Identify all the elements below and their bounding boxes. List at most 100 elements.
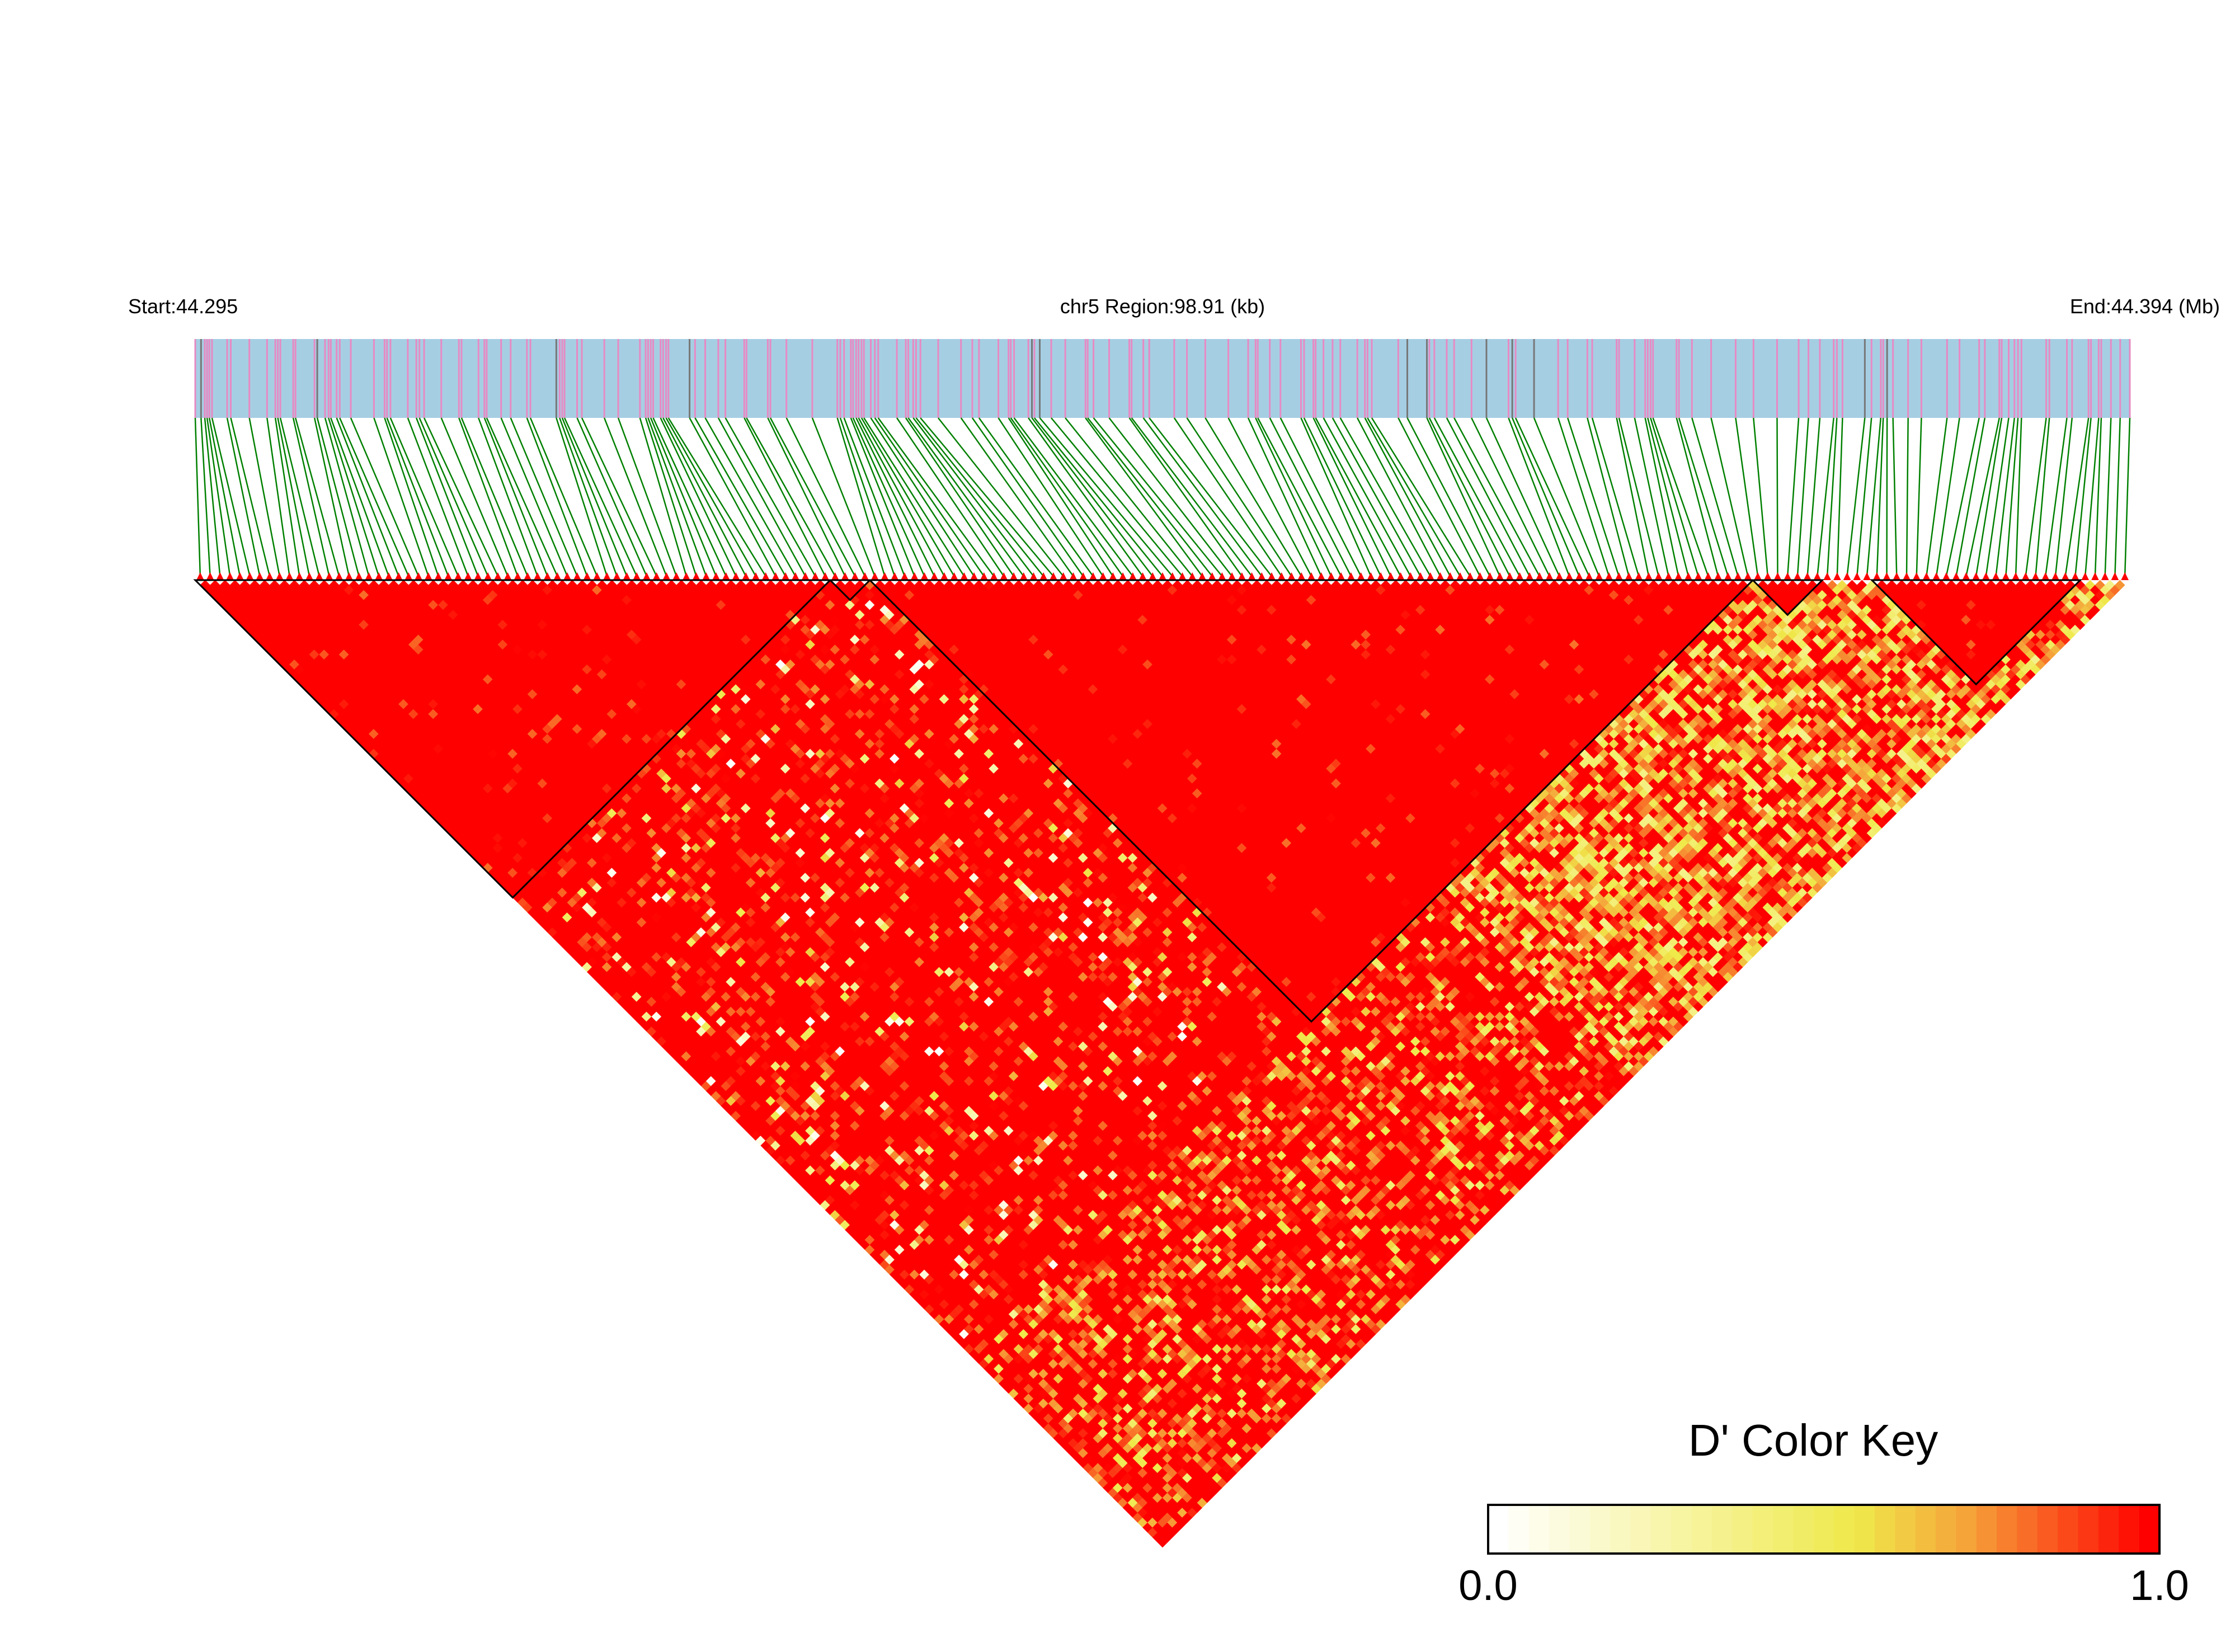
ld-cell: [1058, 1398, 1069, 1409]
snp-connector-line: [2094, 417, 2102, 577]
ld-cell: [1018, 1358, 1029, 1369]
ld-cell: [646, 986, 657, 997]
ld-cell: [631, 981, 642, 992]
snp-marker: [1585, 572, 1593, 580]
snp-marker: [1952, 572, 1960, 580]
ld-cell: [949, 1289, 959, 1300]
snp-connector-line: [2054, 417, 2073, 577]
snp-connector-line: [907, 417, 1024, 577]
ld-cell: [914, 1264, 925, 1275]
ld-cell: [497, 877, 508, 888]
ld-cell: [577, 917, 587, 928]
snp-marker: [504, 572, 512, 580]
snp-marker: [1218, 572, 1226, 580]
snp-marker: [861, 572, 869, 580]
ld-cell: [1018, 1388, 1029, 1399]
ld-cell: [512, 853, 523, 863]
ld-cell: [329, 689, 340, 700]
ld-cell: [532, 912, 543, 923]
ld-cell: [478, 827, 488, 839]
snp-connector-line: [1616, 417, 1650, 577]
snp-connector-line: [1142, 417, 1263, 577]
ld-cell: [314, 684, 324, 695]
snp-marker: [1685, 572, 1692, 580]
snp-connector-line: [1926, 417, 1948, 577]
ld-cell: [229, 590, 241, 600]
ld-cell: [532, 892, 543, 903]
snp-marker: [226, 572, 234, 580]
ld-cell: [349, 689, 359, 700]
ld-cell: [651, 1001, 662, 1012]
ld-cell: [1132, 1512, 1143, 1523]
ld-cell: [1038, 1418, 1049, 1429]
snp-connector-line: [1735, 417, 1759, 577]
snp-marker: [494, 572, 502, 580]
ld-cell: [894, 1254, 905, 1265]
snp-marker: [2091, 572, 2099, 580]
ld-cell: [364, 704, 374, 714]
ld-cell: [874, 1244, 885, 1255]
snp-marker: [1029, 572, 1038, 580]
snp-connector-line: [2074, 417, 2092, 577]
snp-connector-line: [1955, 417, 1986, 577]
snp-marker: [2041, 572, 2050, 580]
snp-connector-line: [1856, 417, 1872, 577]
snp-marker: [1099, 572, 1107, 580]
ld-cell: [423, 803, 434, 814]
ld-cell: [1003, 1383, 1014, 1394]
snp-connector-line: [510, 417, 578, 577]
snp-connector-line: [1985, 417, 2010, 577]
ld-cell: [517, 867, 528, 878]
ld-cell: [1018, 1368, 1029, 1379]
ld-cell: [631, 972, 642, 982]
snp-marker: [1307, 572, 1315, 580]
snp-connector-line: [1846, 417, 1866, 577]
ld-cell: [517, 858, 528, 868]
snp-connector-line: [373, 417, 429, 577]
snp-connector-line: [1065, 417, 1193, 577]
snp-marker: [593, 572, 601, 580]
ld-cell: [984, 1344, 994, 1354]
ld-cell: [517, 877, 528, 888]
snp-connector-line: [1591, 417, 1640, 577]
snp-connector-line: [1485, 417, 1560, 577]
snp-marker: [404, 572, 413, 580]
ld-cell: [929, 1309, 940, 1320]
ld-cell: [929, 1289, 940, 1300]
snp-marker: [901, 572, 909, 580]
ld-cell: [517, 897, 528, 908]
ld-cell: [463, 803, 473, 814]
snp-marker: [1724, 572, 1732, 580]
snp-connector-line: [316, 417, 360, 577]
ld-cell: [909, 1259, 920, 1270]
snp-marker: [761, 572, 770, 580]
ld-cell: [438, 768, 449, 779]
snp-marker: [970, 572, 978, 580]
snp-marker: [771, 572, 780, 580]
snp-connector-line: [2064, 417, 2090, 577]
ld-cell: [1023, 1403, 1034, 1414]
ld-cell: [840, 1180, 850, 1190]
ld-cells: [200, 580, 2125, 1548]
snp-marker: [345, 572, 353, 580]
ld-cell: [1117, 1458, 1128, 1469]
ld-cell: [1077, 1418, 1089, 1429]
ld-cell: [1038, 1388, 1049, 1399]
ld-cell: [760, 1100, 771, 1112]
ld-cell: [726, 1066, 736, 1077]
ld-cell: [1077, 1448, 1089, 1458]
snp-marker: [2071, 572, 2079, 580]
snp-connector-line: [1433, 417, 1521, 577]
snp-marker: [980, 572, 988, 580]
ld-cell: [815, 1155, 826, 1166]
snp-connector-line: [1975, 417, 2003, 577]
snp-marker: [553, 572, 562, 580]
ld-cell: [795, 1135, 806, 1146]
ld-cell: [944, 1294, 954, 1305]
snp-connector-line: [639, 417, 687, 577]
snp-connector-line: [327, 417, 380, 577]
ld-cell: [309, 639, 320, 650]
ld-cell: [944, 1324, 954, 1335]
snp-connector-line: [294, 417, 340, 577]
snp-connector-line: [1039, 417, 1173, 577]
